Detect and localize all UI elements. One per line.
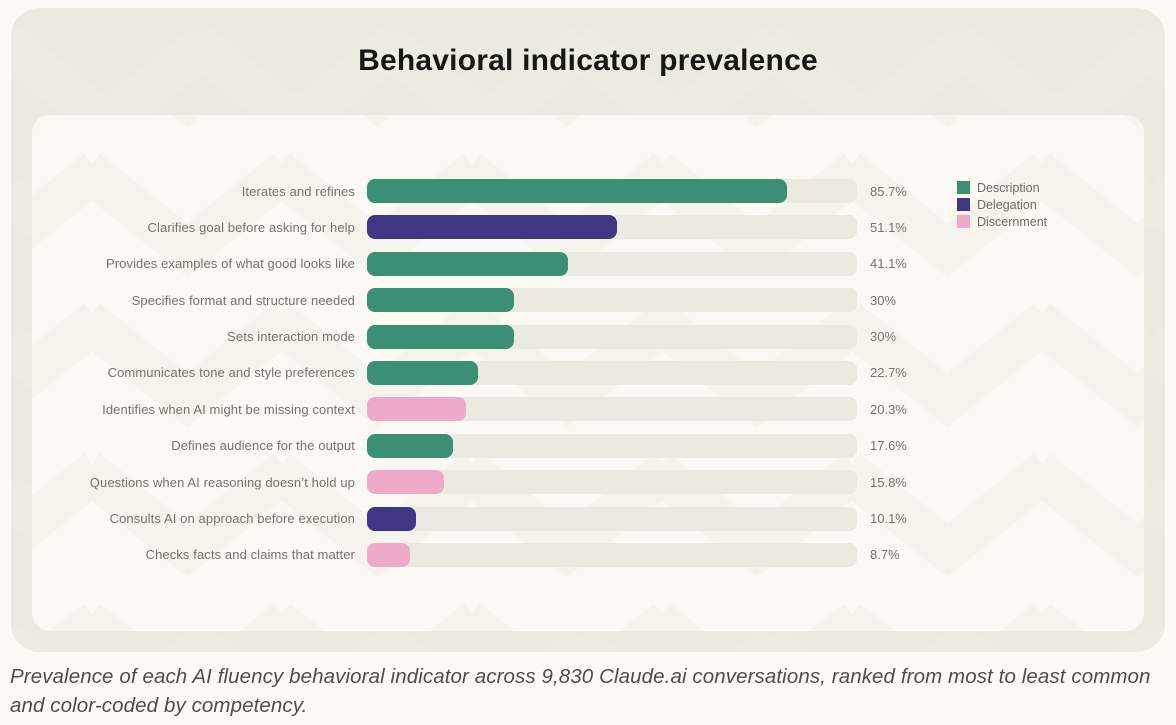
bar-fill [367,542,410,567]
bar-row-label: Identifies when AI might be missing cont… [102,401,355,417]
bar-value: 22.7% [870,365,907,381]
legend-item: Delegation [957,197,1047,212]
bar-track [367,251,857,276]
bar-row: Consults AI on approach before execution… [32,506,1144,531]
bar-value: 30% [870,329,897,345]
bar-row: Specifies format and structure needed 30% [32,288,1144,313]
bar-row: Checks facts and claims that matter 8.7% [32,542,1144,567]
legend-swatch [957,181,970,194]
bar-row: Defines audience for the output 17.6% [32,433,1144,458]
bar-row-label: Iterates and refines [241,183,355,199]
bar-row-label: Communicates tone and style preferences [107,365,355,381]
bar-fill [367,397,467,422]
bar-row: Identifies when AI might be missing cont… [32,397,1144,422]
bar-row-label: Defines audience for the output [171,438,355,454]
legend-label: Description [977,180,1040,195]
bar-row-label: Sets interaction mode [227,329,355,345]
bar-fill [367,360,479,385]
bar-value: 51.1% [870,219,907,235]
bar-track [367,360,857,385]
bar-row-label: Consults AI on approach before execution [109,511,355,527]
bar-fill [367,288,514,313]
bar-row: Sets interaction mode 30% [32,324,1144,349]
chart-title: Behavioral indicator prevalence [358,44,818,77]
bar-value: 15.8% [870,474,907,490]
bar-track [367,179,857,203]
legend-label: Discernment [977,214,1048,229]
figure-card: Behavioral indicator prevalence Iterates… [11,8,1165,652]
bar-value: 41.1% [870,256,907,272]
bar-track [367,470,857,495]
bar-fill [367,179,787,203]
chart-legend: Description Delegation Discernment [957,180,1048,229]
bar-chart: Iterates and refines 85.7% Clarifies goal … [32,179,1144,567]
bar-value: 85.7% [870,183,907,199]
bar-track [367,397,857,422]
bar-fill [367,470,445,495]
bar-track [367,215,857,240]
bar-fill [367,433,454,458]
bar-value: 10.1% [870,511,907,527]
bar-row: Communicates tone and style preferences 2… [32,360,1144,385]
bar-value: 8.7% [870,547,900,563]
bar-fill [367,324,514,349]
bar-row: Iterates and refines 85.7% [32,179,1144,203]
bar-value: 20.3% [870,401,907,417]
bar-track [367,433,857,458]
bar-track [367,288,857,313]
bar-row: Questions when AI reasoning doesn’t hold… [32,470,1144,495]
bar-row-label: Specifies format and structure needed [131,292,355,308]
legend-swatch [957,215,970,228]
bar-row-label: Checks facts and claims that matter [145,547,355,563]
bar-fill [367,506,417,531]
bar-value: 30% [870,292,897,308]
legend-swatch [957,198,970,211]
legend-item: Discernment [957,214,1048,229]
legend-label: Delegation [977,197,1037,212]
legend-item: Description [957,180,1047,195]
bar-row-label: Provides examples of what good looks lik… [105,256,355,272]
bar-row-label: Clarifies goal before asking for help [147,219,355,235]
bar-row: Provides examples of what good looks lik… [32,251,1144,276]
bar-fill [367,251,569,276]
bar-fill [367,215,618,240]
bar-value: 17.6% [870,438,907,454]
bar-track [367,506,857,531]
bar-track [367,324,857,349]
figure-caption: Prevalence of each AI fluency behavioral… [10,665,1151,718]
bar-track [367,542,857,567]
bar-row-label: Questions when AI reasoning doesn’t hold… [89,474,355,490]
bar-row: Clarifies goal before asking for help 51.… [32,215,1144,240]
chart-card: Iterates and refines 85.7% Clarifies goal … [32,115,1144,631]
